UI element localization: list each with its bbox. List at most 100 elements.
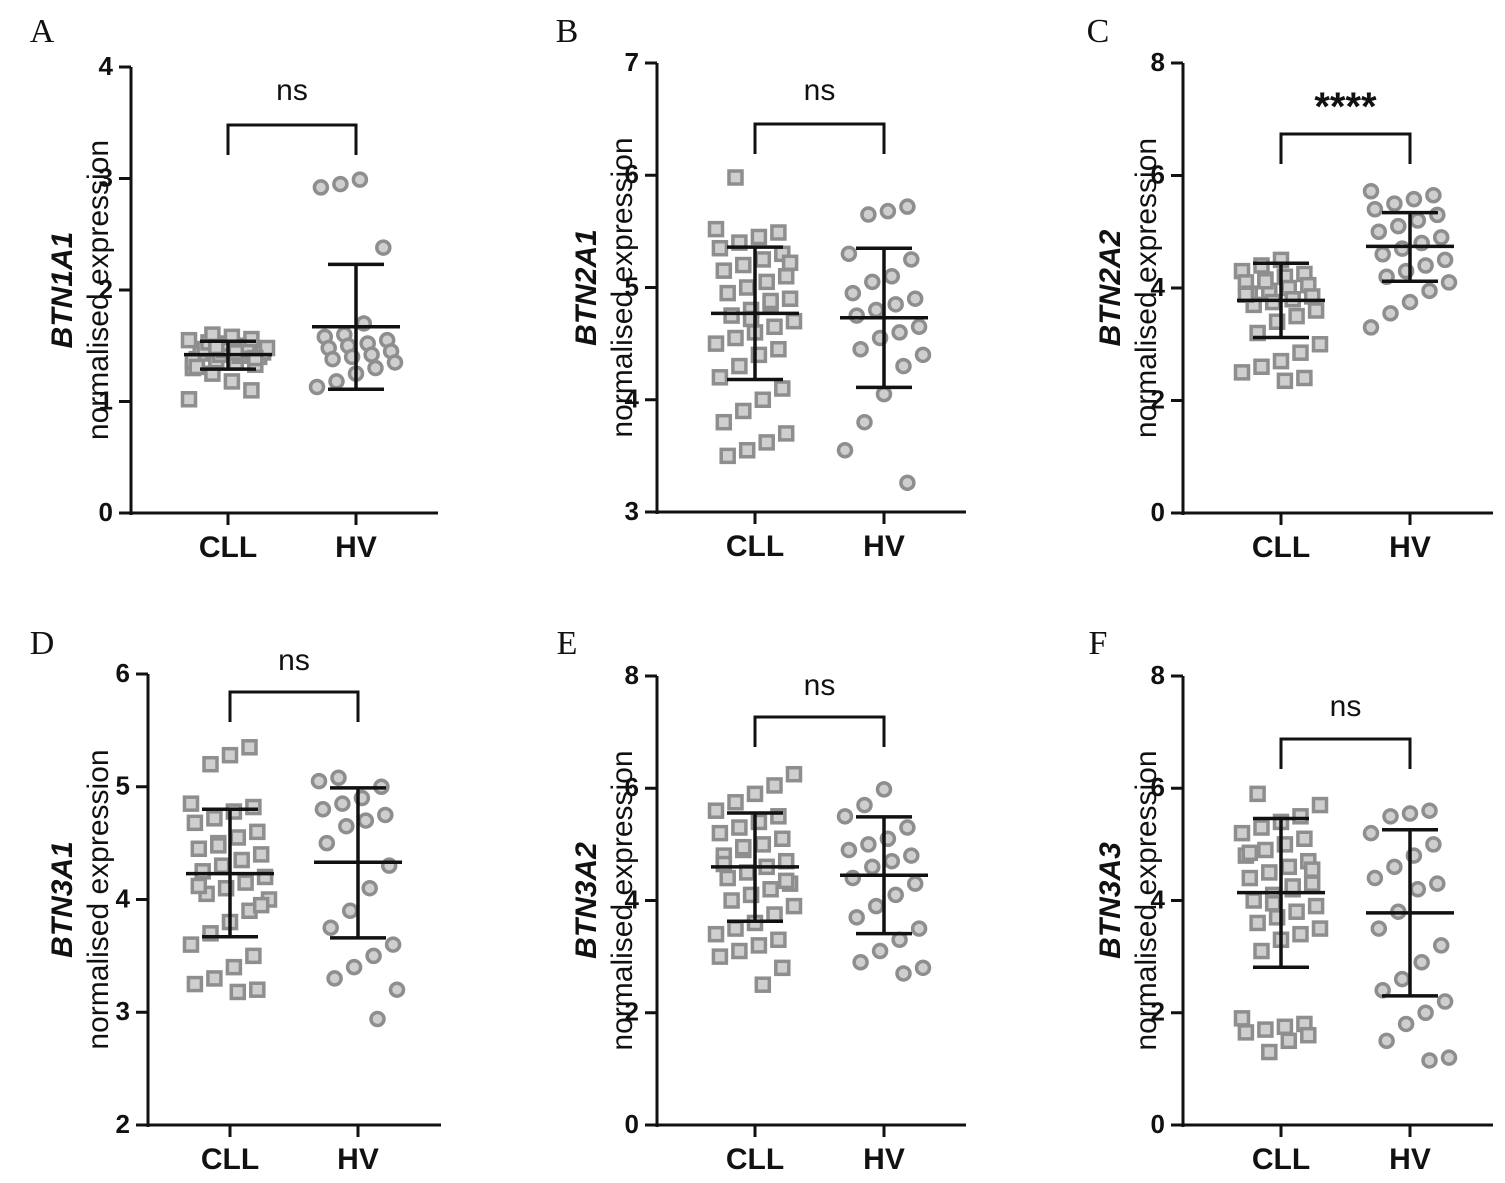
data-point	[1366, 201, 1384, 218]
data-point	[369, 1010, 386, 1028]
data-point	[852, 340, 869, 358]
data-point	[223, 373, 241, 390]
data-point	[715, 413, 733, 431]
data-point	[777, 268, 795, 285]
data-point	[754, 976, 772, 993]
data-point	[190, 877, 208, 895]
data-point	[723, 307, 740, 324]
data-point	[322, 919, 339, 936]
data-point	[1401, 293, 1419, 311]
data-point	[883, 852, 901, 870]
data-point	[867, 301, 885, 319]
chart-panel-c: C BTN2A2 normalised expression 0 2 4 6 8 CLL HV **…	[1087, 13, 1493, 564]
data-point	[871, 942, 889, 960]
data-point	[766, 906, 783, 923]
data-point	[711, 948, 729, 965]
data-point	[194, 863, 211, 880]
chart-panel-a: A BTN1A1 normalised expression 0 1 2 3 4 CLL HV ns	[30, 13, 438, 564]
data-point	[1233, 1010, 1251, 1027]
data-point	[711, 824, 729, 842]
y-axis-label-text: normalised expression	[1130, 138, 1163, 438]
data-point	[1366, 869, 1384, 887]
x-category-label-hv: HV	[335, 531, 377, 564]
data-point	[1393, 240, 1411, 257]
data-point	[1311, 336, 1329, 353]
data-point	[899, 819, 916, 836]
data-point	[1233, 824, 1251, 842]
data-point	[1421, 1052, 1438, 1069]
x-category-label-hv: HV	[863, 1143, 905, 1176]
significance-label: ns	[804, 74, 836, 107]
data-point	[766, 777, 783, 794]
data-point	[229, 829, 247, 846]
y-axis-label-text: normalised expression	[606, 750, 639, 1050]
y-tick-label: 4	[99, 51, 114, 81]
y-axis-label-text: normalised expression	[82, 749, 115, 1049]
x-category-label-cll: CLL	[199, 531, 257, 564]
data-point	[766, 318, 783, 336]
data-point	[1362, 824, 1380, 842]
y-tick-label: 0	[99, 497, 113, 527]
data-point	[774, 830, 791, 848]
data-point	[1303, 861, 1321, 878]
series-hv	[1362, 183, 1458, 336]
data-point	[1288, 903, 1305, 920]
data-point	[711, 369, 729, 386]
data-point	[903, 251, 920, 268]
data-point	[731, 942, 748, 960]
data-point	[1253, 358, 1270, 375]
y-tick-label: 3	[116, 996, 130, 1026]
x-category-label-hv: HV	[863, 530, 905, 563]
data-point	[188, 358, 206, 376]
significance-bracket	[228, 690, 360, 722]
data-point	[1311, 796, 1329, 814]
y-axis-label-text: normalised expression	[82, 140, 115, 440]
data-point	[314, 801, 332, 818]
data-point	[206, 810, 223, 827]
data-point	[225, 958, 243, 976]
y-tick-label: 2	[625, 997, 639, 1027]
data-point	[1253, 819, 1270, 836]
data-point	[1311, 920, 1329, 937]
y-axis-label: BTN2A1 normalised expression	[570, 137, 639, 437]
y-axis-label: BTN3A3 normalised expression	[1094, 750, 1163, 1050]
data-point	[341, 902, 359, 920]
data-point	[758, 273, 775, 291]
data-point	[836, 442, 854, 459]
data-point	[237, 874, 254, 891]
y-tick-label: 6	[1151, 772, 1165, 802]
panel-letter: A	[30, 13, 55, 50]
significance-label: ns	[278, 644, 310, 677]
data-point	[899, 198, 916, 215]
y-tick-label: 8	[1151, 660, 1165, 690]
data-point	[318, 834, 336, 852]
data-point	[750, 937, 768, 954]
data-point	[836, 808, 854, 825]
data-point	[707, 925, 725, 943]
data-point	[1257, 1021, 1274, 1038]
data-point	[707, 802, 725, 819]
data-point	[186, 814, 204, 832]
x-category-label-cll: CLL	[726, 1143, 784, 1176]
y-tick-label: 4	[625, 884, 640, 914]
data-point	[1257, 273, 1274, 290]
data-point	[1241, 869, 1259, 887]
data-point	[1425, 186, 1442, 204]
y-tick-label: 8	[1151, 47, 1165, 77]
data-point	[840, 841, 858, 859]
data-point	[1280, 1032, 1298, 1050]
data-point	[384, 936, 402, 953]
data-point	[914, 959, 932, 977]
data-point	[182, 795, 200, 812]
x-category-label-hv: HV	[1389, 531, 1431, 564]
data-point	[1429, 875, 1446, 892]
data-point	[1280, 858, 1298, 876]
data-point	[883, 268, 901, 285]
data-point	[1261, 1043, 1278, 1061]
data-point	[227, 344, 245, 361]
y-axis-gene-name: BTN3A3	[1094, 842, 1127, 959]
data-point	[310, 772, 328, 790]
data-point	[738, 442, 756, 459]
data-point	[361, 879, 378, 897]
data-point	[1370, 920, 1388, 937]
